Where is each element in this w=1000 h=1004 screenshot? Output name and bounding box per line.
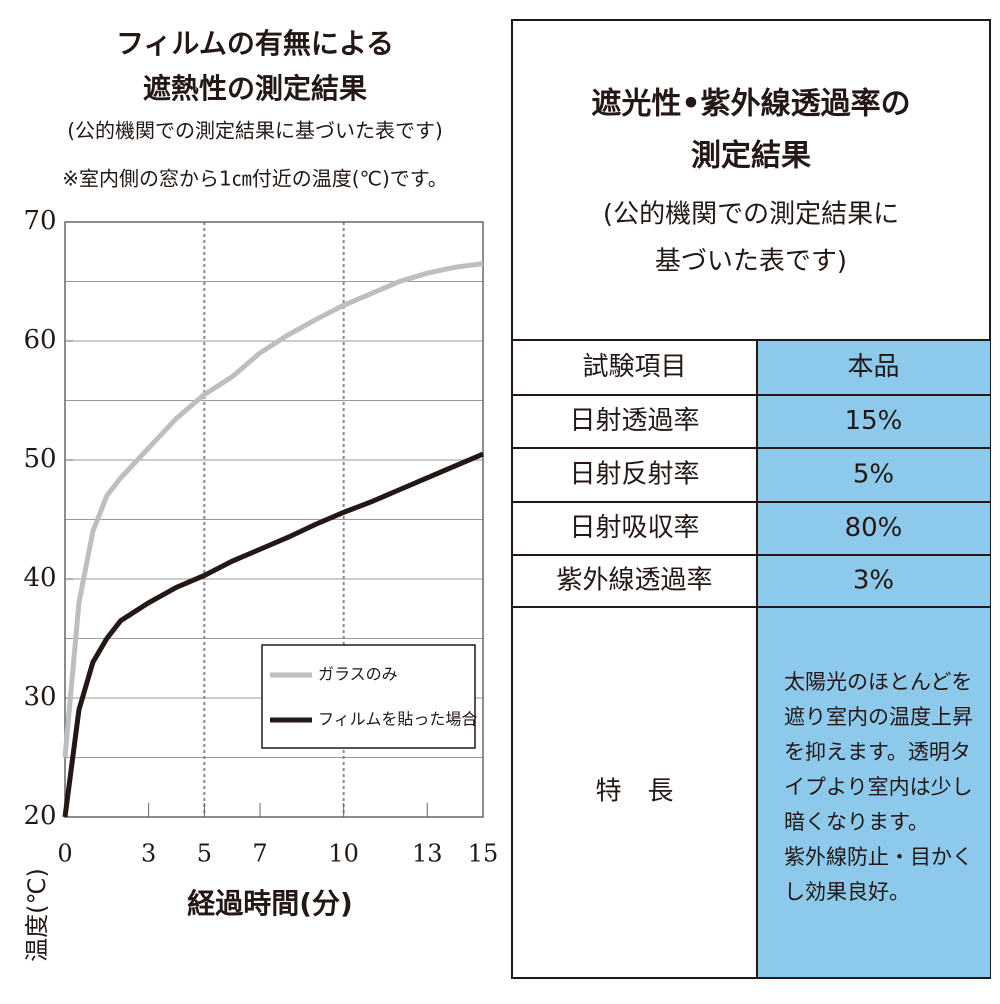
table-title: 測定結果 bbox=[691, 139, 811, 174]
value-column bbox=[757, 340, 990, 978]
feature-text: し効果良好。 bbox=[784, 880, 910, 904]
table-cell: 日射透過率 bbox=[569, 406, 699, 436]
table-title: 遮光性•紫外線透過率の bbox=[591, 87, 910, 122]
table-cell: 80% bbox=[845, 513, 903, 543]
table-title: 基づいた表です) bbox=[655, 247, 847, 277]
table-cell: 5% bbox=[853, 460, 894, 490]
feature-label: 特 長 bbox=[595, 777, 673, 807]
x-tick-label: 10 bbox=[328, 840, 359, 868]
feature-text: 遮り室内の温度上昇 bbox=[784, 705, 973, 729]
feature-text: 暗くなります。 bbox=[784, 810, 929, 834]
line-series bbox=[62, 261, 484, 758]
table-title: (公的機関での測定結果に bbox=[603, 200, 899, 230]
chart-title: (公的機関での測定結果に基づいた表です) bbox=[67, 119, 443, 143]
chart-title: 遮熱性の測定結果 bbox=[143, 72, 367, 105]
table-cell: 日射反射率 bbox=[569, 460, 699, 490]
legend-box bbox=[261, 644, 476, 749]
table-cell: 紫外線透過率 bbox=[556, 566, 712, 596]
feature-text: イプより室内は少し bbox=[784, 775, 973, 799]
feature-text: を抑えます。透明タ bbox=[784, 740, 971, 764]
y-tick-label: 50 bbox=[23, 444, 56, 474]
legend-label: フィルムを貼った場合 bbox=[318, 710, 477, 729]
x-tick-label: 5 bbox=[197, 840, 212, 868]
plot-frame bbox=[64, 221, 484, 818]
table-cell: 試験項目 bbox=[582, 352, 686, 382]
x-tick-label: 3 bbox=[141, 840, 156, 868]
y-tick-label: 30 bbox=[23, 682, 56, 712]
x-tick-label: 13 bbox=[412, 840, 443, 868]
x-tick-label: 0 bbox=[57, 840, 72, 868]
x-tick-label: 7 bbox=[252, 840, 267, 868]
chart-title: ※室内側の窓から1㎝付近の温度(℃)です。 bbox=[62, 167, 448, 191]
legend-label: ガラスのみ bbox=[318, 665, 398, 684]
feature-text: 紫外線防止・目かく bbox=[784, 845, 973, 869]
line-series bbox=[62, 451, 484, 818]
y-tick-label: 70 bbox=[23, 206, 56, 236]
chart-title: フィルムの有無による bbox=[116, 27, 394, 60]
y-tick-label: 60 bbox=[23, 325, 56, 355]
table-cell: 3% bbox=[853, 566, 894, 596]
y-axis-label: 温度(℃) bbox=[23, 868, 51, 962]
x-tick-label: 15 bbox=[468, 840, 499, 868]
table-cell: 本品 bbox=[847, 352, 899, 382]
table-cell: 日射吸収率 bbox=[569, 513, 699, 543]
y-tick-label: 20 bbox=[23, 801, 56, 831]
feature-text: 太陽光のほとんどを bbox=[784, 670, 972, 694]
table-cell: 15% bbox=[845, 406, 903, 436]
y-tick-label: 40 bbox=[23, 563, 56, 593]
x-axis-label: 経過時間(分) bbox=[187, 887, 353, 920]
